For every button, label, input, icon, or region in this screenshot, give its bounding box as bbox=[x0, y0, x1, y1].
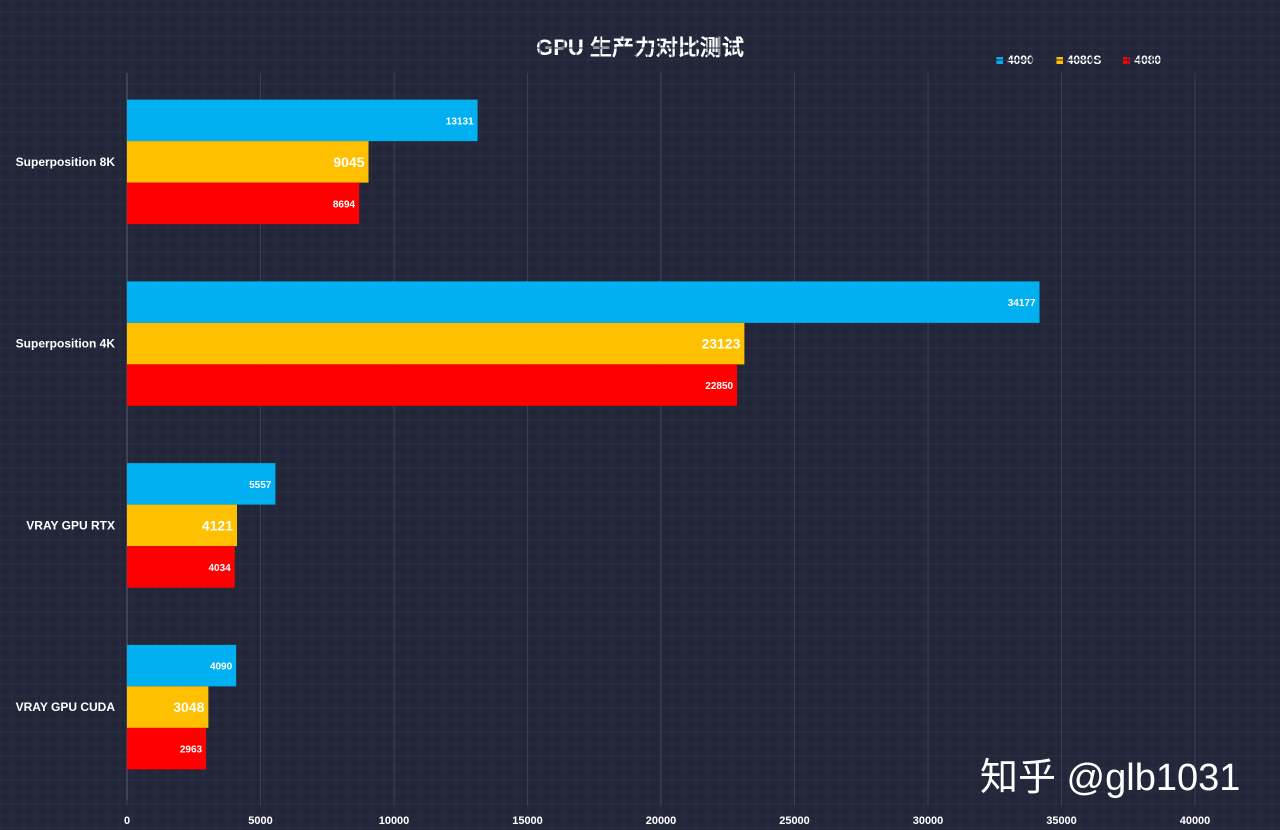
bar-4080 bbox=[127, 546, 235, 588]
x-tick-label: 35000 bbox=[1046, 815, 1077, 827]
data-label: 3048 bbox=[173, 699, 204, 715]
x-tick-label: 40000 bbox=[1180, 815, 1211, 827]
data-label: 23123 bbox=[701, 336, 740, 352]
data-label: 2963 bbox=[180, 745, 203, 756]
data-label: 5557 bbox=[249, 480, 272, 491]
category-label: VRAY GPU CUDA bbox=[16, 700, 116, 714]
watermark: 知乎 @glb1031 bbox=[980, 757, 1241, 799]
bar-4080 bbox=[127, 364, 738, 406]
x-tick-label: 15000 bbox=[512, 815, 543, 827]
bar-4090 bbox=[127, 644, 237, 687]
bar-4080 bbox=[127, 727, 207, 770]
x-tick-label: 5000 bbox=[248, 815, 272, 827]
x-tick-label: 0 bbox=[124, 815, 130, 827]
data-label: 4121 bbox=[202, 517, 233, 533]
bar-4080S bbox=[127, 322, 745, 365]
category-label: Superposition 4K bbox=[16, 337, 116, 351]
x-tick-label: 30000 bbox=[913, 815, 944, 827]
data-label: 9045 bbox=[333, 154, 364, 170]
data-label: 4034 bbox=[208, 563, 231, 574]
bar-4090 bbox=[127, 99, 478, 142]
x-tick-label: 20000 bbox=[646, 815, 677, 827]
bar-4080 bbox=[127, 182, 360, 225]
data-label: 8694 bbox=[333, 199, 356, 210]
bar-4080S bbox=[127, 686, 209, 728]
bar-4080S bbox=[127, 504, 238, 547]
x-tick-label: 10000 bbox=[379, 815, 410, 827]
data-label: 13131 bbox=[446, 116, 474, 127]
data-label: 4090 bbox=[210, 662, 233, 673]
category-label: VRAY GPU RTX bbox=[26, 518, 115, 532]
category-label: Superposition 8K bbox=[16, 155, 116, 169]
bar-4090 bbox=[127, 463, 276, 505]
data-label: 34177 bbox=[1008, 298, 1036, 309]
x-tick-label: 25000 bbox=[779, 815, 810, 827]
data-label: 22850 bbox=[705, 381, 733, 392]
bar-4080S bbox=[127, 141, 369, 183]
bar-4090 bbox=[127, 281, 1040, 323]
